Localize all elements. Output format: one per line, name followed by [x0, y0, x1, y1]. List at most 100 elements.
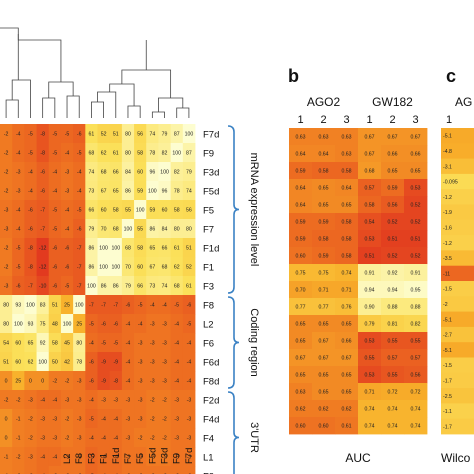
- heatmap-a-cell-label: -4: [53, 455, 58, 461]
- heatmap-a-cell-label: 52: [186, 265, 192, 271]
- heatmap-a-cell: [109, 428, 123, 448]
- heatmap-c-cell-label: -3.1: [443, 164, 452, 170]
- heatmap-a-cell-label: -3: [126, 455, 131, 461]
- heatmap-a-cell-label: -7: [40, 227, 45, 233]
- heatmap-a-cell-label: -9: [101, 360, 106, 366]
- heatmap-a-cell: [36, 447, 50, 467]
- heatmap-a-cell-label: 58: [174, 208, 180, 214]
- heatmap-b-cell: [335, 196, 359, 214]
- heatmap-a-cell: [36, 124, 50, 144]
- heatmap-b-cell-label: 0.65: [318, 203, 328, 209]
- heatmap-a-cell: [12, 333, 25, 353]
- heatmap-b-cell-label: 0.94: [364, 288, 374, 294]
- heatmap-a-cell: [85, 162, 98, 182]
- heatmap-a-cell-label: 65: [149, 246, 155, 252]
- heatmap-a-cell-label: -4: [53, 398, 58, 404]
- heatmap-a-cell: [134, 409, 147, 429]
- heatmap-a-cell-label: -3: [77, 398, 82, 404]
- heatmap-a-cell-label: 68: [101, 170, 107, 176]
- dendrogram-branch: [109, 83, 135, 106]
- heatmap-a-cell: [48, 390, 62, 410]
- heatmap-c-cell: [441, 372, 474, 389]
- dendrogram-branch: [91, 101, 104, 118]
- column-label: 1: [366, 114, 372, 126]
- heatmap-a-cell: [146, 143, 159, 163]
- heatmap-a-cell-label: 58: [52, 341, 58, 347]
- heatmap-a-cell: [109, 124, 123, 144]
- heatmap-a-cell-label: -3: [138, 379, 143, 385]
- heatmap-a-cell: [146, 428, 159, 448]
- heatmap-b-cell-label: 0.62: [318, 407, 328, 413]
- heatmap-a-cell-label: -5: [138, 303, 143, 309]
- heatmap-a-cell: [60, 409, 74, 429]
- panel-c: c AG1 -5.1 -4.8 -3.1 -0.095 -1.2 -1.9 -1.6 -1.2 -3…: [441, 66, 474, 465]
- heatmap-b-cell-label: 0.59: [295, 169, 305, 175]
- heatmap-a-cell: [73, 200, 86, 220]
- heatmap-b-cell: [381, 145, 405, 163]
- heatmap-a-cell: [182, 390, 196, 410]
- heatmap-b-cell: [381, 247, 405, 265]
- heatmap-b-cell-label: 0.77: [318, 305, 328, 311]
- heatmap-a-cell-label: 78: [174, 189, 180, 195]
- heatmap-a-cell: [109, 162, 123, 182]
- row-label: L1: [203, 453, 214, 464]
- heatmap-a-cell-label: -2: [4, 189, 9, 195]
- heatmap-c-cell-label: -1.1: [443, 409, 452, 415]
- heatmap-b-cell: [404, 264, 428, 282]
- heatmap-a-cell: [24, 124, 37, 144]
- heatmap-a-cell-label: -2: [4, 398, 9, 404]
- heatmap-b-cell-label: 0.53: [364, 237, 374, 243]
- column-label: 2: [320, 114, 326, 126]
- heatmap-a-cell-label: -3: [113, 398, 118, 404]
- heatmap-c-cell: [441, 418, 474, 435]
- heatmap-c-cell-label: -1.7: [443, 424, 452, 430]
- heatmap-a-cell: [48, 409, 62, 429]
- heatmap-b-cell-label: 0.57: [364, 186, 374, 192]
- group-bracket: [227, 391, 240, 474]
- heatmap-a-cell: [121, 352, 135, 372]
- heatmap-a-cell-label: -3: [65, 189, 70, 195]
- heatmap-a-cell: [109, 238, 123, 258]
- heatmap-a-cell: [12, 295, 25, 315]
- heatmap-b-cell: [312, 230, 336, 248]
- heatmap-a-cell: [85, 409, 98, 429]
- heatmap-a-cell-label: 96: [149, 170, 155, 176]
- heatmap-a-cell-label: 100: [87, 284, 96, 290]
- heatmap-b-cell: [312, 383, 336, 401]
- heatmap-a-cell-label: 0: [5, 417, 8, 423]
- heatmap-c-cell-label: -11: [443, 271, 450, 277]
- row-label: L2: [203, 320, 214, 331]
- group-bracket: [227, 296, 240, 389]
- heatmap-a-cell: [97, 314, 111, 334]
- heatmap-b-cell: [358, 366, 382, 384]
- heatmap-a-cell: [73, 447, 86, 467]
- heatmap-a-cell: [0, 238, 13, 258]
- heatmap-b-cell-label: 0.65: [387, 169, 397, 175]
- heatmap-a-cell-label: -6: [101, 322, 106, 328]
- heatmap-a-cell-label: -2: [162, 398, 167, 404]
- heatmap-b-cell: [312, 400, 336, 418]
- heatmap-a-cell-label: 60: [137, 170, 143, 176]
- heatmap-a-cell: [170, 181, 184, 201]
- heatmap-a-cell-label: 84: [125, 170, 131, 176]
- heatmap-a-cell: [73, 238, 86, 258]
- heatmap-a-cell: [48, 181, 62, 201]
- heatmap-a-cell-label: 80: [3, 322, 9, 328]
- heatmap-a-cell: [36, 371, 50, 391]
- heatmap-a-cell-label: -4: [126, 341, 131, 347]
- heatmap-a-cell: [60, 352, 74, 372]
- heatmap-a-cell-label: -1: [16, 436, 21, 442]
- heatmap-a-cell-label: -2: [4, 265, 9, 271]
- heatmap-a-cell-label: -5: [53, 208, 58, 214]
- heatmap-a-cell-label: -3: [150, 322, 155, 328]
- heatmap-b-cell-label: 0.74: [364, 424, 374, 430]
- heatmap-a-cell-label: -4: [174, 360, 179, 366]
- heatmap-b-cell: [312, 298, 336, 316]
- heatmap-a-cell: [109, 409, 123, 429]
- dendrogram-branch: [97, 91, 117, 118]
- heatmap-a-cell-label: 75: [40, 322, 46, 328]
- heatmap-b-cell-label: 0.55: [387, 373, 397, 379]
- row-label: F6d: [203, 358, 219, 369]
- heatmap-a-cell: [0, 447, 13, 467]
